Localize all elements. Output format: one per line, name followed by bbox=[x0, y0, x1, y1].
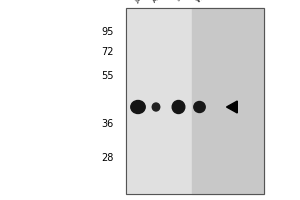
Text: 55: 55 bbox=[101, 71, 114, 81]
Text: Jurkat: Jurkat bbox=[134, 0, 152, 4]
Bar bbox=[126, 8, 264, 194]
Text: Y79: Y79 bbox=[174, 0, 188, 4]
Ellipse shape bbox=[152, 103, 160, 111]
Text: WiDr: WiDr bbox=[195, 0, 212, 4]
Text: A375: A375 bbox=[152, 0, 169, 4]
Text: 72: 72 bbox=[101, 47, 114, 57]
Bar bbox=[192, 8, 264, 194]
Ellipse shape bbox=[131, 100, 145, 114]
Ellipse shape bbox=[194, 102, 205, 112]
Ellipse shape bbox=[172, 100, 185, 114]
Text: 28: 28 bbox=[102, 153, 114, 163]
Text: 95: 95 bbox=[102, 27, 114, 37]
Bar bbox=[126, 8, 192, 194]
Polygon shape bbox=[226, 101, 237, 113]
Text: 36: 36 bbox=[102, 119, 114, 129]
